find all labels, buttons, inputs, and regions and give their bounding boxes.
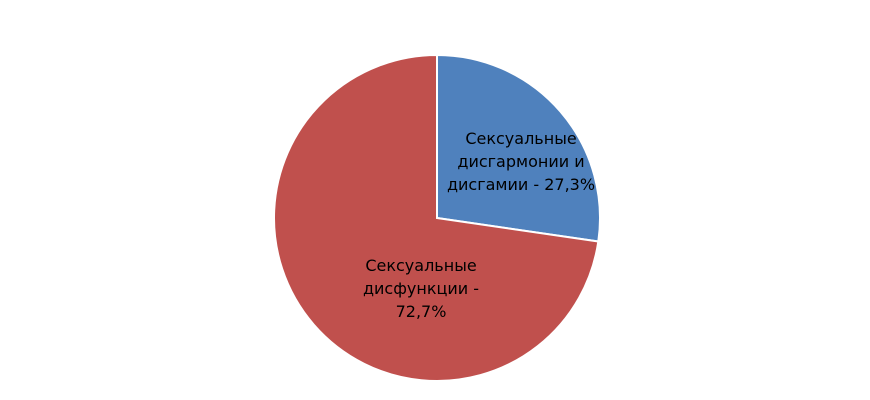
pie-slice-1: [436, 53, 601, 243]
slice-label-line: дисгармонии и: [457, 152, 584, 171]
slice-label-line: Сексуальные: [465, 129, 576, 148]
slice-label-line: 72,7%: [396, 302, 447, 321]
slice-labels: Сексуальные дисгармонии и дисгамии - 27,3%…: [363, 129, 595, 321]
pie-slices: [273, 53, 601, 382]
slice-label-1: Сексуальные дисгармонии и дисгамии - 27,3%: [447, 129, 595, 194]
slice-label-line: дисгамии - 27,3%: [447, 175, 595, 194]
slice-label-2: Сексуальные дисфункции - 72,7%: [363, 256, 479, 321]
slice-label-line: Сексуальные: [365, 256, 476, 275]
pie-slice-2: [273, 53, 600, 382]
slice-label-line: дисфункции -: [363, 279, 479, 298]
